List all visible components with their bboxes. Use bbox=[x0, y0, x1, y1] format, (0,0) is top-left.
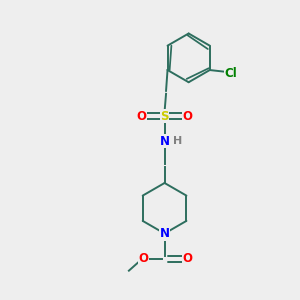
Text: S: S bbox=[160, 110, 169, 123]
Text: N: N bbox=[160, 135, 170, 148]
Text: O: O bbox=[136, 110, 146, 123]
Text: H: H bbox=[173, 136, 183, 146]
Text: O: O bbox=[183, 252, 193, 265]
Text: O: O bbox=[139, 252, 149, 265]
Text: N: N bbox=[160, 227, 170, 240]
Text: Cl: Cl bbox=[224, 67, 237, 80]
Text: O: O bbox=[183, 110, 193, 123]
